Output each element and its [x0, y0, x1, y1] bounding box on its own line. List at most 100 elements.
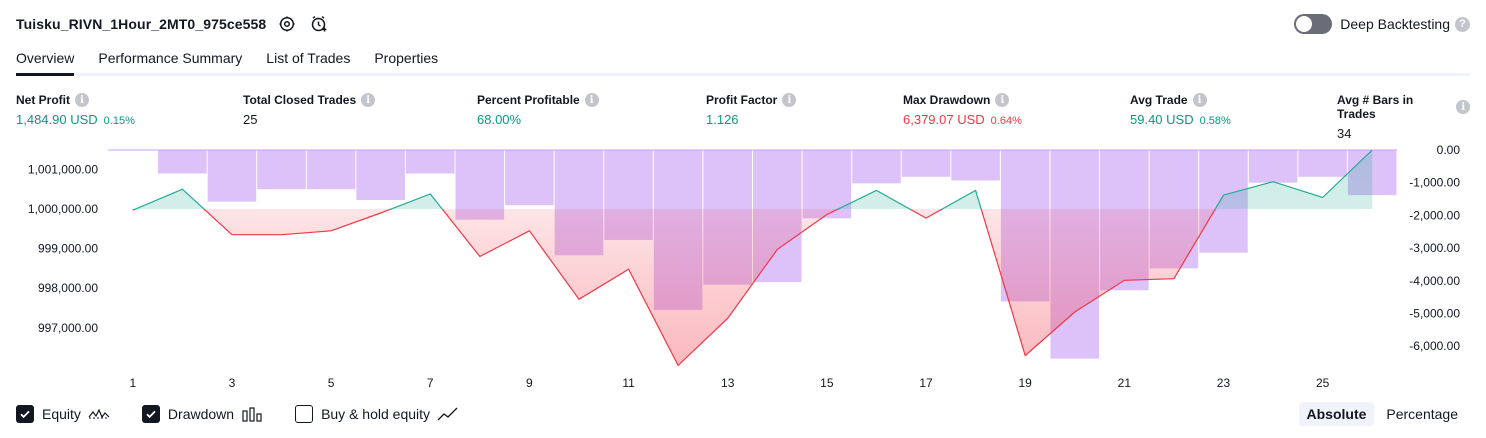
buy-hold-line-icon	[437, 406, 459, 422]
deep-backtesting-label: Deep Backtesting	[1340, 16, 1450, 32]
metric-max-drawdown: Max Drawdown i 6,379.07 USD 0.64%	[903, 93, 1022, 127]
drawdown-bar	[356, 150, 405, 201]
strategy-header: Tuisku_RIVN_1Hour_2MT0_975ce558	[16, 12, 330, 36]
legend-buy-hold-label: Buy & hold equity	[321, 406, 431, 422]
info-icon[interactable]: i	[75, 93, 89, 107]
x-axis-tick-label: 7	[427, 376, 434, 390]
metric-label: Total Closed Trades	[243, 93, 357, 107]
percentage-button[interactable]: Percentage	[1386, 406, 1458, 422]
info-icon[interactable]: i	[782, 93, 797, 107]
x-axis-tick-label: 5	[328, 376, 335, 390]
metric-value: 59.40 USD	[1130, 112, 1194, 127]
equity-line	[132, 149, 1373, 367]
tab-list-of-trades[interactable]: List of Trades	[266, 50, 351, 66]
legend-equity-label: Equity	[42, 406, 81, 422]
legend-buy-hold[interactable]: Buy & hold equity	[295, 405, 459, 423]
left-axis-tick-label: 999,000.00	[38, 242, 98, 256]
equity-drawdown-chart[interactable]: 1,001,000.00 1,000,000.00 999,000.00 998,00…	[0, 140, 1486, 400]
drawdown-bar	[1248, 150, 1298, 183]
metric-total-closed-trades: Total Closed Trades i 25	[243, 93, 376, 127]
deep-backtesting-control: Deep Backtesting ?	[1294, 12, 1470, 36]
legend-equity[interactable]: Equity	[16, 405, 110, 423]
metric-value: 6,379.07 USD	[903, 112, 985, 127]
drawdown-bar	[257, 150, 306, 190]
equity-line-icon	[88, 406, 110, 422]
drawdown-bars-icon	[241, 406, 263, 422]
metric-net-profit: Net Profit i 1,484.90 USD 0.15%	[16, 93, 135, 127]
metric-label: Profit Factor	[706, 93, 778, 107]
left-axis-tick-label: 997,000.00	[38, 321, 98, 335]
value-mode-switch: Absolute Percentage	[1295, 402, 1467, 426]
info-icon[interactable]: i	[1456, 100, 1470, 114]
legend-drawdown[interactable]: Drawdown	[141, 405, 263, 423]
x-axis-tick-label: 17	[919, 376, 933, 390]
x-axis-tick-label: 11	[622, 376, 635, 390]
x-axis-tick-label: 19	[1018, 376, 1032, 390]
metric-profit-factor: Profit Factor i 1.126	[706, 93, 797, 127]
right-axis-tick-label: -3,000.00	[1409, 241, 1460, 255]
x-axis-tick-label: 15	[820, 376, 834, 390]
drawdown-bar	[207, 150, 257, 202]
metric-value: 25	[243, 112, 258, 127]
absolute-button[interactable]: Absolute	[1298, 402, 1375, 426]
x-axis-tick-label: 3	[229, 376, 236, 390]
right-axis: 0.00 -1,000.00 -2,000.00 -3,000.00 -4,000.00…	[1409, 143, 1460, 353]
drawdown-bar	[951, 150, 1000, 181]
equity-area	[132, 150, 1373, 366]
x-axis-tick-label: 13	[721, 376, 735, 390]
tab-overview[interactable]: Overview	[16, 42, 75, 76]
legend-drawdown-label: Drawdown	[167, 406, 235, 422]
metric-label: Net Profit	[16, 93, 70, 107]
add-alert-clock-icon[interactable]	[308, 13, 330, 35]
left-axis: 1,001,000.00 1,000,000.00 999,000.00 998,00…	[28, 162, 98, 334]
drawdown-bar	[852, 150, 901, 184]
metric-label: Avg # Bars in Trades	[1337, 93, 1414, 121]
settings-gear-icon[interactable]	[276, 13, 298, 35]
right-axis-tick-label: -4,000.00	[1409, 274, 1460, 288]
x-axis-tick-label: 23	[1217, 376, 1231, 390]
right-axis-tick-label: 0.00	[1437, 143, 1461, 157]
x-axis-tick-label: 21	[1118, 376, 1132, 390]
info-icon[interactable]: i	[995, 93, 1010, 107]
metric-avg-trade: Avg Trade i 59.40 USD 0.58%	[1130, 93, 1231, 127]
equity-area-below	[132, 209, 1373, 366]
right-axis-tick-label: -1,000.00	[1409, 176, 1460, 190]
tab-performance-summary[interactable]: Performance Summary	[98, 50, 243, 66]
buy-hold-checkbox[interactable]	[295, 405, 314, 423]
metric-label: Percent Profitable	[477, 93, 580, 107]
x-axis-tick-label: 25	[1316, 376, 1330, 390]
info-icon[interactable]: i	[584, 93, 599, 107]
drawdown-bar	[455, 150, 505, 220]
right-axis-tick-label: -2,000.00	[1409, 208, 1460, 222]
drawdown-bar	[158, 150, 207, 174]
equity-line-below	[132, 209, 1216, 367]
metric-label: Max Drawdown	[903, 93, 991, 107]
metric-percent: 0.58%	[1199, 115, 1231, 127]
equity-area-above	[132, 150, 1373, 209]
drawdown-bar	[901, 150, 951, 177]
deep-backtesting-toggle[interactable]	[1294, 14, 1333, 34]
metric-avg-bars-in-trades: Avg # Bars in Trades i 34	[1337, 93, 1470, 141]
drawdown-bar	[505, 150, 554, 206]
toggle-knob	[1296, 16, 1313, 32]
metric-percent: 0.15%	[103, 115, 135, 127]
equity-checkbox[interactable]	[16, 405, 34, 423]
metric-value: 1,484.90 USD	[16, 112, 98, 127]
strategy-title: Tuisku_RIVN_1Hour_2MT0_975ce558	[16, 16, 267, 32]
help-question-icon[interactable]: ?	[1455, 16, 1470, 32]
metric-label: Avg Trade	[1130, 93, 1188, 107]
info-icon[interactable]: i	[361, 93, 376, 107]
right-axis-tick-label: -6,000.00	[1409, 339, 1460, 353]
tab-properties[interactable]: Properties	[374, 50, 439, 66]
x-axis-tick-label: 9	[526, 376, 533, 390]
metric-percent-profitable: Percent Profitable i 68.00%	[477, 93, 599, 127]
drawdown-checkbox[interactable]	[141, 405, 160, 423]
x-axis: 1 3 5 7 9 11 13 15 17 19 21 23 25	[129, 376, 1329, 390]
metric-percent: 0.64%	[990, 115, 1022, 127]
metric-value: 68.00%	[477, 112, 522, 127]
report-tabs: Overview Performance Summary List of Tra…	[16, 42, 1470, 76]
left-axis-tick-label: 998,000.00	[38, 281, 98, 295]
info-icon[interactable]: i	[1192, 93, 1207, 107]
right-axis-tick-label: -5,000.00	[1409, 307, 1460, 321]
left-axis-tick-label: 1,000,000.00	[28, 202, 98, 216]
